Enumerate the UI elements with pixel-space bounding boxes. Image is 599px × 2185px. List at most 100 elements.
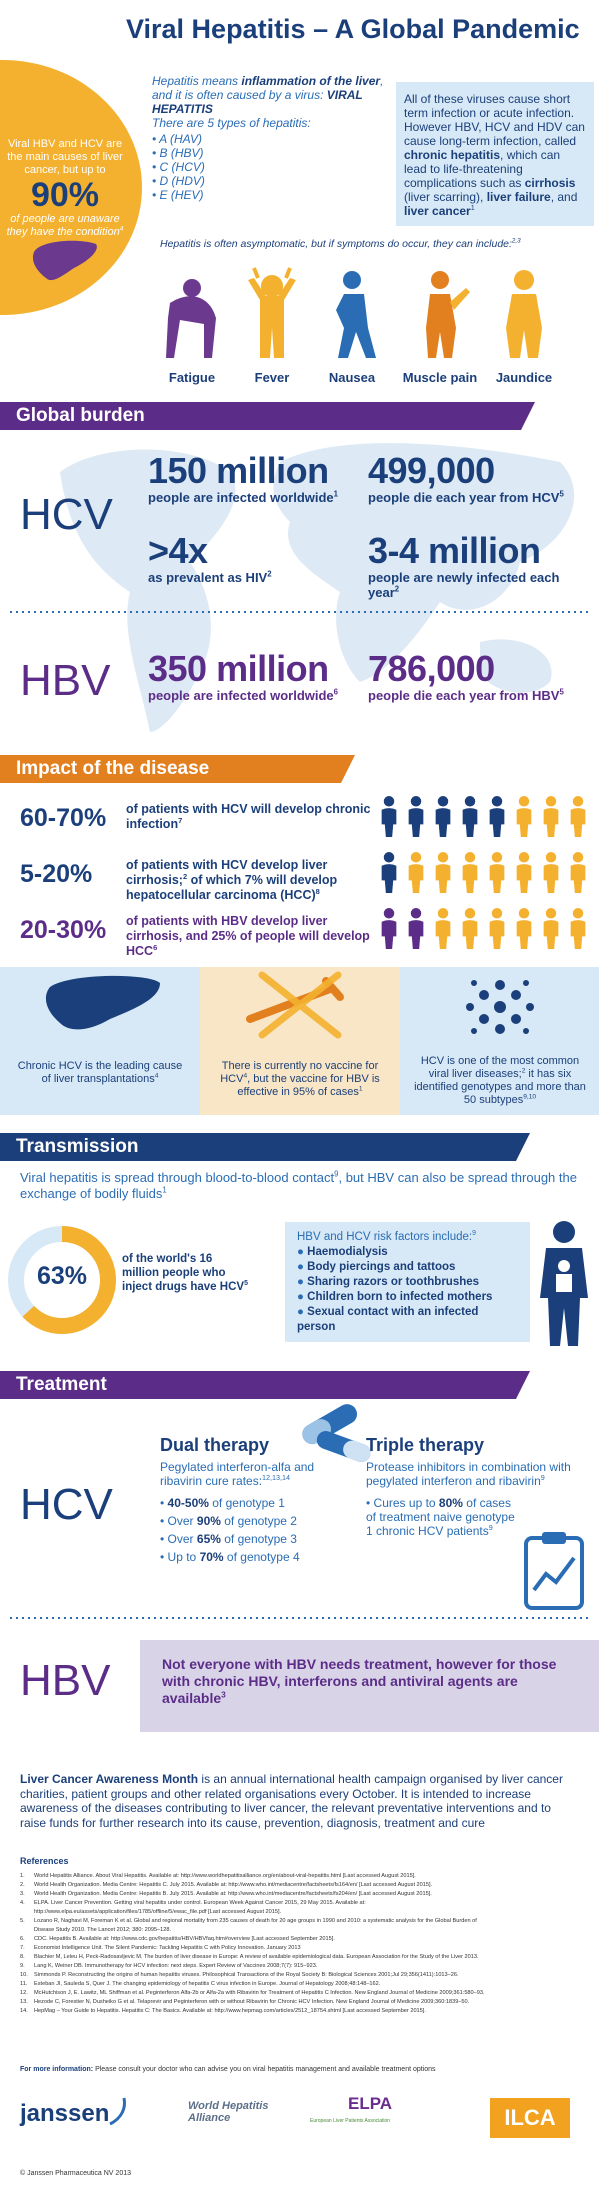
- stat-caption: people are newly infected each year2: [368, 570, 593, 600]
- footnote-ref: 9: [334, 1169, 339, 1179]
- text: it has six identified genotypes and more…: [414, 1068, 586, 1106]
- footnote-ref: 6: [153, 942, 158, 952]
- text: Over: [167, 1532, 197, 1546]
- side-note-stat: 90%: [30, 176, 100, 214]
- text: of patients with HCV develop liver cirrh…: [126, 858, 328, 887]
- emphasis: 90%: [196, 1514, 221, 1528]
- symptom-label: Nausea: [328, 370, 376, 385]
- risk-item: ● Haemodialysis: [297, 1245, 518, 1260]
- text: of the world's 16 million people who inj…: [122, 1253, 245, 1293]
- logo-mark: [109, 2097, 126, 2126]
- text: HCV is one of the most common viral live…: [420, 1055, 580, 1080]
- reference: 5. Lozano R, Naghavi M, Foreman K et al. …: [20, 1917, 490, 1935]
- reference-text: Economist Intelligence Unit. The Silent …: [34, 1945, 301, 1951]
- donut-arc: [8, 1226, 116, 1334]
- text: people are newly infected each year: [368, 570, 560, 600]
- reference: 9. Lang K, Weiner DB. Immunotherapy for H…: [20, 1962, 490, 1971]
- section-bar: Treatment: [0, 1371, 530, 1399]
- divider: [10, 1617, 590, 1619]
- impact-stat: 5-20%: [20, 860, 93, 888]
- symptom-label: Fever: [254, 370, 290, 385]
- therapy-title: Triple therapy: [366, 1435, 485, 1455]
- impact-stat: 60-70%: [20, 804, 107, 832]
- side-note-tail: of people are unaware they have the cond…: [6, 213, 124, 239]
- text: of which 7% will develop hepatocellular …: [126, 873, 338, 902]
- stat: >4x as prevalent as HIV2: [148, 532, 373, 586]
- reference-number: 13.: [20, 1999, 28, 2005]
- text: , and it is often caused by a virus:: [152, 74, 384, 102]
- text: , which can lead to life-threatening com…: [404, 148, 561, 190]
- virus-label: HCV: [20, 1480, 113, 1529]
- footnote-ref: 5: [559, 687, 564, 697]
- stat-value: 786,000: [368, 648, 495, 689]
- stat: 350 million people are infected worldwide…: [148, 650, 373, 704]
- donut-text: of the world's 16 million people who inj…: [122, 1252, 252, 1294]
- symptom-icons: [166, 267, 542, 358]
- footnote-ref: 1: [358, 1085, 363, 1093]
- text: is an annual international health campai…: [20, 1772, 563, 1830]
- reference: 2. World Health Organization. Media Centr…: [20, 1881, 490, 1890]
- risk-intro: HBV and HCV risk factors include:9: [297, 1230, 518, 1245]
- footnote-ref: 5: [559, 489, 564, 499]
- bullet: •: [152, 160, 160, 174]
- footnote-ref: 7: [178, 815, 183, 825]
- emphasis: VIRAL HEPATITIS: [152, 88, 363, 116]
- people-icons: [381, 796, 586, 949]
- emphasis: liver cancer: [404, 204, 471, 218]
- footnote-ref: 4: [243, 1072, 248, 1080]
- bullet: •: [152, 174, 160, 188]
- footnote-ref: 4: [119, 225, 124, 233]
- text: (liver scarring),: [404, 190, 487, 204]
- chronic-box: All of these viruses cause short term in…: [396, 82, 594, 226]
- footnote-ref: 9: [488, 1523, 493, 1532]
- footnote-ref: 3: [221, 1689, 226, 1700]
- side-note-lead: Viral HBV and HCV are the main causes of…: [7, 138, 123, 176]
- therapy-item: • Cures up to 80% of cases of treatment …: [366, 1496, 516, 1538]
- side-note: Viral HBV and HCV are the main causes of…: [6, 138, 124, 239]
- text: Up to: [167, 1550, 200, 1564]
- stat-caption: people die each year from HBV5: [368, 688, 593, 703]
- stat-value: 499,000: [368, 450, 495, 491]
- symptom-label: Muscle pain: [402, 370, 478, 385]
- section-bar: Global burden: [0, 402, 535, 430]
- text: Cures up to: [373, 1496, 439, 1510]
- virus-label: HBV: [20, 656, 111, 705]
- symptom-label: Fatigue: [168, 370, 216, 385]
- stat-caption: as prevalent as HIV2: [148, 570, 373, 585]
- logo: janssen: [20, 2100, 110, 2127]
- text: Not everyone with HBV needs treatment, h…: [162, 1656, 557, 1706]
- reference: 7. Economist Intelligence Unit. The Silen…: [20, 1944, 490, 1953]
- text: of genotype 2: [220, 1514, 297, 1528]
- virus-label: HCV: [20, 490, 113, 539]
- reference: 3. World Health Organization. Media Centr…: [20, 1890, 490, 1899]
- footnote-ref: 2: [521, 1067, 526, 1075]
- bullet: ●: [297, 1276, 308, 1288]
- risk-item: ● Sharing razors or toothbrushes: [297, 1275, 518, 1290]
- text: All of these viruses cause short term in…: [404, 92, 585, 148]
- therapy-item: • Up to 70% of genotype 4: [160, 1550, 350, 1564]
- stat: 150 million people are infected worldwide…: [148, 452, 373, 506]
- text: Chronic HCV is the leading cause of live…: [17, 1060, 183, 1085]
- clipboard-icon: [524, 1532, 584, 1610]
- reference-text: World Health Organization. Media Centre:…: [34, 1882, 433, 1888]
- logo: ILCA: [490, 2098, 570, 2138]
- bullet: •: [152, 132, 160, 146]
- risk-box: HBV and HCV risk factors include:9 ● Hae…: [285, 1222, 530, 1342]
- footnote-ref: 1: [470, 203, 475, 212]
- stat-value: 3-4 million: [368, 530, 541, 571]
- footnote-ref: 9: [472, 1230, 476, 1238]
- divider: [10, 611, 590, 613]
- footnote-ref: 1: [333, 489, 338, 499]
- emphasis: inflammation of the liver: [241, 74, 381, 88]
- more-info: For more information: Please consult you…: [20, 2066, 580, 2073]
- reference-text: Lang K, Weiner DB. Immunotherapy for HCV…: [34, 1963, 318, 1969]
- virus-label: HBV: [20, 1656, 111, 1705]
- reference-text: World Hepatitis Alliance. About Viral He…: [34, 1873, 416, 1879]
- risk-item: ● Children born to infected mothers: [297, 1290, 518, 1305]
- reference-number: 9.: [20, 1963, 25, 1969]
- emphasis: 40-50%: [167, 1496, 209, 1510]
- emphasis: For more information:: [20, 2066, 94, 2073]
- reference-number: 2.: [20, 1882, 25, 1888]
- reference-number: 11.: [20, 1981, 28, 1987]
- reference-text: World Health Organization. Media Centre:…: [34, 1891, 432, 1897]
